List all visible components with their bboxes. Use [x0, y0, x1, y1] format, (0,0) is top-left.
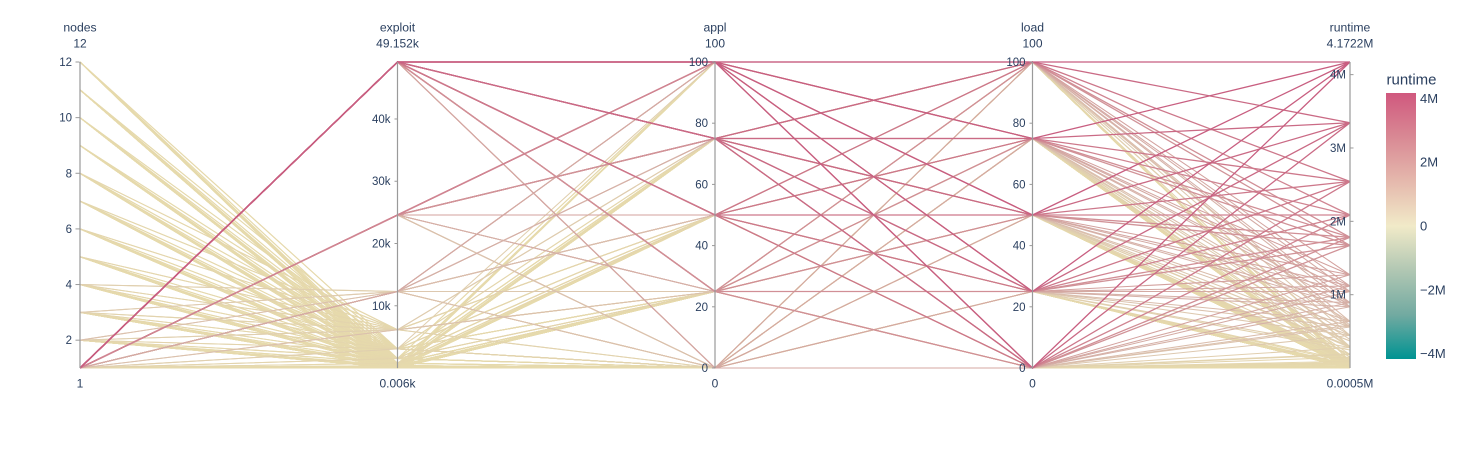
svg-text:1M: 1M	[1330, 290, 1346, 302]
svg-text:0.006k: 0.006k	[379, 377, 416, 391]
svg-text:100: 100	[1006, 57, 1025, 69]
svg-text:4M: 4M	[1330, 70, 1346, 82]
svg-text:80: 80	[1013, 118, 1026, 130]
svg-text:6: 6	[66, 224, 72, 236]
svg-text:0: 0	[712, 377, 719, 391]
svg-text:30k: 30k	[372, 176, 391, 188]
svg-text:runtime: runtime	[1387, 72, 1437, 89]
svg-text:60: 60	[695, 179, 708, 191]
svg-text:20: 20	[1013, 302, 1026, 314]
svg-text:2: 2	[66, 335, 72, 347]
svg-text:8: 8	[66, 168, 72, 180]
svg-text:1: 1	[77, 377, 84, 391]
svg-text:nodes: nodes	[63, 21, 96, 35]
svg-text:100: 100	[1022, 37, 1042, 51]
svg-text:60: 60	[1013, 179, 1026, 191]
svg-text:12: 12	[73, 37, 87, 51]
svg-text:12: 12	[59, 57, 72, 69]
svg-text:2M: 2M	[1330, 216, 1346, 228]
svg-text:40k: 40k	[372, 114, 391, 126]
svg-text:2M: 2M	[1420, 155, 1438, 170]
svg-text:0: 0	[1019, 363, 1025, 375]
svg-text:4.1722M: 4.1722M	[1327, 37, 1374, 51]
svg-text:0.0005M: 0.0005M	[1327, 377, 1374, 391]
svg-text:exploit: exploit	[380, 21, 416, 35]
svg-text:49.152k: 49.152k	[376, 37, 420, 51]
svg-text:3M: 3M	[1330, 143, 1346, 155]
svg-text:80: 80	[695, 118, 708, 130]
svg-text:20: 20	[695, 302, 708, 314]
svg-text:20k: 20k	[372, 239, 391, 251]
svg-text:40: 40	[1013, 241, 1026, 253]
svg-text:0: 0	[1029, 377, 1036, 391]
svg-text:40: 40	[695, 241, 708, 253]
svg-text:4: 4	[66, 280, 73, 292]
svg-text:−2M: −2M	[1420, 282, 1446, 297]
svg-text:4M: 4M	[1420, 91, 1438, 106]
svg-text:load: load	[1021, 21, 1044, 35]
svg-text:0: 0	[1420, 219, 1427, 234]
svg-text:100: 100	[705, 37, 725, 51]
svg-text:appl: appl	[703, 21, 726, 35]
svg-text:0: 0	[702, 363, 708, 375]
svg-text:10: 10	[59, 113, 72, 125]
svg-text:100: 100	[689, 57, 708, 69]
svg-text:runtime: runtime	[1330, 21, 1371, 35]
svg-text:10k: 10k	[372, 301, 391, 313]
svg-text:−4M: −4M	[1420, 346, 1446, 361]
